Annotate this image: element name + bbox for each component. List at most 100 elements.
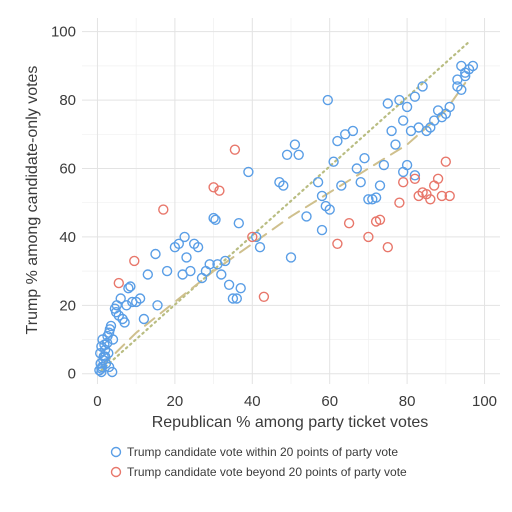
point-within-20 [138,313,150,325]
point-within-20 [99,351,111,362]
point-within-20 [456,84,467,96]
point-within-20 [103,361,115,373]
point-beyond-20 [409,173,421,185]
point-beyond-20 [343,217,355,229]
point-within-20 [359,152,370,164]
point-within-20 [316,224,328,236]
point-within-20 [103,348,114,359]
point-within-20 [254,241,266,253]
point-beyond-20 [432,173,444,185]
point-within-20 [134,293,146,304]
point-within-20 [110,307,122,318]
point-within-20 [336,180,347,191]
point-beyond-20 [429,180,440,191]
point-within-20 [96,366,107,378]
point-beyond-20 [208,182,219,193]
point-within-20 [293,149,304,161]
point-within-20 [94,365,105,376]
point-within-20 [251,231,262,243]
point-within-20 [216,269,227,280]
x-axis-ticks: 0 20 40 60 80 100 [93,393,497,410]
x-axis-title: Republican % among party ticket votes [152,414,429,431]
y-axis-ticks: 0 20 40 60 80 100 [51,24,76,383]
point-within-20 [105,320,117,332]
point-within-20 [281,149,293,161]
point-within-20 [119,317,130,328]
point-within-20 [440,108,451,120]
point-within-20 [123,283,134,294]
point-within-20 [223,279,235,290]
point-within-20 [161,265,173,277]
point-within-20 [316,190,328,202]
y-tick-label: 80 [59,92,76,109]
point-within-20 [328,156,339,167]
trend-dashed-line [100,82,467,368]
point-within-20 [390,139,401,150]
point-within-20 [204,259,215,270]
point-within-20 [96,363,107,374]
point-within-20 [210,214,221,226]
point-within-20 [125,281,136,292]
point-within-20 [409,91,421,102]
point-within-20 [227,293,239,304]
point-within-20 [394,94,405,106]
point-within-20 [192,241,204,253]
point-beyond-20 [398,176,409,188]
y-tick-label: 0 [68,366,76,383]
legend: Trump candidate vote within 20 points of… [110,445,407,479]
point-beyond-20 [363,231,374,243]
point-beyond-20 [425,194,436,205]
point-within-20 [382,98,393,109]
point-beyond-20 [394,197,405,208]
x-tick-label: 20 [167,393,184,410]
point-within-20 [355,176,366,188]
y-tick-label: 40 [59,229,76,246]
point-within-20 [322,94,333,106]
point-beyond-20 [440,156,451,167]
point-within-20 [351,163,362,174]
x-tick-label: 60 [321,393,338,410]
point-within-20 [233,217,245,229]
point-within-20 [235,283,246,294]
point-within-20 [467,60,479,72]
point-within-20 [152,300,163,311]
point-within-20 [332,135,343,147]
legend-marker-beyond [110,466,122,478]
point-within-20 [101,337,113,349]
point-within-20 [179,231,190,243]
point-beyond-20 [113,277,125,289]
point-within-20 [142,269,154,280]
x-tick-label: 40 [244,393,261,410]
x-tick-label: 100 [472,393,497,410]
y-tick-label: 60 [59,161,76,178]
point-within-20 [301,211,312,222]
point-within-20 [289,139,301,150]
point-within-20 [102,330,113,342]
point-within-20 [452,74,463,85]
point-within-20 [106,366,118,378]
point-within-20 [278,180,289,191]
point-beyond-20 [374,214,386,226]
legend-marker-within [110,446,122,458]
point-within-20 [208,212,219,224]
legend-label-within: Trump candidate vote within 20 points of… [127,445,398,459]
point-beyond-20 [214,185,225,196]
point-within-20 [173,238,185,250]
point-within-20 [181,252,192,263]
point-within-20 [99,344,111,355]
point-within-20 [417,81,428,92]
point-beyond-20 [158,204,169,215]
point-beyond-20 [229,144,241,155]
point-within-20 [107,334,119,345]
point-within-20 [219,255,231,267]
gridlines [82,18,500,384]
point-within-20 [324,204,335,215]
point-within-20 [398,115,409,126]
point-beyond-20 [332,238,343,250]
point-within-20 [347,125,359,137]
point-beyond-20 [258,291,270,302]
point-within-20 [243,166,254,178]
point-within-20 [312,176,324,188]
y-tick-label: 100 [51,24,76,41]
